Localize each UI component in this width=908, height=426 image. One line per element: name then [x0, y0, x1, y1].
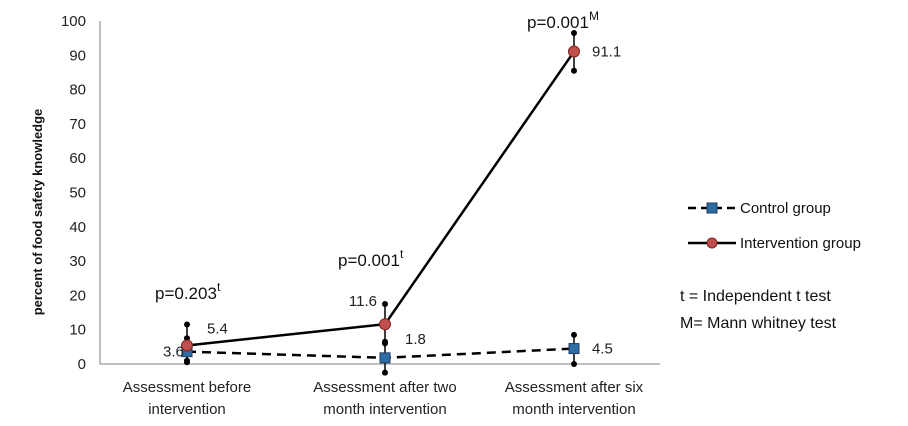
y-tick-label: 90 [69, 47, 86, 64]
y-tick-label: 70 [69, 116, 86, 133]
y-tick-label: 30 [69, 253, 86, 270]
x-category-label: intervention [148, 401, 226, 418]
error-cap-low [184, 358, 190, 364]
p-value-annotation: p=0.001M [527, 9, 599, 32]
y-tick-label: 20 [69, 287, 86, 304]
x-categories: Assessment before intervention Assessment … [123, 379, 644, 418]
legend-label: Intervention group [740, 235, 861, 252]
p-value-annotation: p=0.203t [155, 280, 221, 303]
error-cap-high [184, 322, 190, 328]
control-label: 4.5 [592, 341, 613, 358]
error-cap-high [571, 332, 577, 338]
control-label: 3.6 [163, 344, 184, 361]
y-tick-label: 60 [69, 150, 86, 167]
p-value-annotations: p=0.203t p=0.001t p=0.001M [155, 9, 599, 303]
test-note: M= Mann whitney test [680, 315, 837, 332]
x-category-label: Assessment after six [505, 379, 644, 396]
error-cap-high [382, 301, 388, 307]
intervention-label: 91.1 [592, 44, 621, 61]
p-value-annotation: p=0.001t [338, 247, 404, 270]
series-lines [187, 52, 574, 358]
legend-label: Control group [740, 200, 831, 217]
error-cap-low [571, 361, 577, 367]
y-tick-label: 50 [69, 185, 86, 202]
intervention-group-point [569, 46, 580, 57]
y-tick-label: 100 [61, 13, 86, 30]
y-tick-label: 0 [78, 356, 86, 373]
intervention-group-line [187, 52, 574, 346]
intervention-label: 11.6 [349, 293, 377, 310]
legend-marker [707, 238, 717, 248]
error-cap-low [571, 68, 577, 74]
legend: Control group Intervention group [688, 200, 861, 252]
control-group-point [569, 344, 579, 354]
y-tick-label: 80 [69, 82, 86, 99]
markers [182, 46, 580, 363]
control-group-point [380, 353, 390, 363]
test-note: t = Independent t test [680, 288, 831, 305]
x-category-label: month intervention [323, 401, 446, 418]
intervention-label: 5.4 [207, 320, 228, 337]
test-notes: t = Independent t test M= Mann whitney te… [680, 288, 837, 332]
y-tick-label: 10 [69, 322, 86, 339]
x-category-label: Assessment before [123, 379, 251, 396]
error-cap-low [382, 340, 388, 346]
y-ticks: 0 10 20 30 40 50 60 70 80 90 100 [61, 13, 86, 373]
x-category-label: Assessment after two [313, 379, 456, 396]
x-category-label: month intervention [512, 401, 635, 418]
error-cap-low [382, 370, 388, 376]
intervention-group-point [380, 319, 391, 330]
y-axis-label: percent of food safety knowledge [30, 109, 45, 316]
y-tick-label: 40 [69, 219, 86, 236]
legend-marker [707, 203, 717, 213]
control-label: 1.8 [405, 331, 426, 348]
